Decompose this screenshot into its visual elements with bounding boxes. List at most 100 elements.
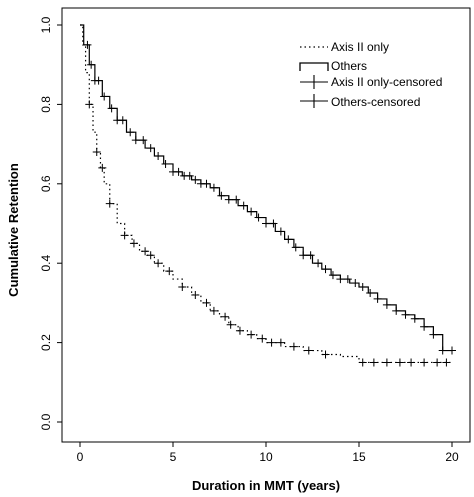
censor-mark-axis-ii-only [98,163,107,172]
x-axis-title: Duration in MMT (years) [192,478,340,493]
censor-mark-axis-ii-only [358,358,367,367]
censor-mark-axis-ii-only [85,100,94,109]
censor-mark-axis-ii-only [235,326,244,335]
censor-mark-axis-ii-only [178,283,187,292]
x-axis: 0 5 10 15 20 [77,442,459,464]
censor-mark-others [343,275,352,284]
censor-mark-axis-ii-only [129,239,138,248]
censor-mark-others [410,314,419,323]
series-layer [80,24,452,364]
censor-mark-others [291,243,300,252]
censor-mark-others [401,310,410,319]
censor-mark-axis-ii-only [276,338,285,347]
censor-mark-others [336,275,345,284]
x-tick-label: 10 [259,450,273,464]
censor-mark-others [131,136,140,145]
censor-mark-others [232,195,241,204]
y-axis-title: Cumulative Retention [6,163,21,297]
censor-mark-others [299,251,308,260]
censor-mark-axis-ii-only [120,231,129,240]
legend-step-others [299,62,329,71]
censor-mark-others [306,251,315,260]
y-tick-label: 0.2 [39,334,53,351]
censor-mark-others [139,136,148,145]
censor-mark-axis-ii-only [442,358,451,367]
x-tick-label: 20 [445,450,459,464]
y-tick-label: 1.0 [39,16,53,33]
censor-mark-others [185,171,194,180]
x-tick-label: 5 [170,450,177,464]
censor-mark-others [217,191,226,200]
censor-mark-others [154,152,163,161]
censor-mark-axis-ii-only [407,358,416,367]
censor-mark-others [276,227,285,236]
censor-mark-others [438,346,447,355]
censor-mark-axis-ii-only [105,199,114,208]
censor-mark-others [191,175,200,184]
censor-mark-others [351,279,360,288]
censor-mark-axis-ii-only [247,330,256,339]
censor-mark-others [118,116,127,125]
censor-mark-others [209,183,218,192]
legend-label-axis-ii-censored: Axis II only-censored [331,75,442,89]
censor-mark-others [239,201,248,210]
censor-mark-others [420,322,429,331]
x-tick-label: 0 [77,450,84,464]
censor-mark-others [392,306,401,315]
censor-mark-others [161,159,170,168]
censor-mark-others [314,259,323,268]
legend: Axis II only Others Axis II only-censore… [299,40,442,109]
censor-mark-others [224,195,233,204]
censor-mark-axis-ii-only [304,346,313,355]
censor-mark-axis-ii-only [221,312,230,321]
y-tick-label: 0.0 [39,413,53,430]
censor-mark-axis-ii-only [226,320,235,329]
censor-mark-axis-ii-only [92,148,101,157]
censor-mark-axis-ii-only [382,358,391,367]
legend-label-others: Others [331,59,367,73]
censor-mark-others [126,128,135,137]
censor-mark-axis-ii-only [154,259,163,268]
censor-mark-others [107,104,116,113]
censor-mark-axis-ii-only [258,334,267,343]
censor-mark-axis-ii-only [433,358,442,367]
censor-mark-others [321,265,330,274]
censor-mark-others [382,300,391,309]
censor-mark-axis-ii-only [202,298,211,307]
censor-mark-axis-ii-only [369,358,378,367]
legend-plus-others-censored [300,94,328,108]
censor-mark-others [202,179,211,188]
censor-mark-axis-ii-only [146,251,155,260]
censor-mark-axis-ii-only [395,358,404,367]
y-axis: 0.0 0.2 0.4 0.6 0.8 1.0 [39,16,62,430]
censor-mark-axis-ii-only [209,306,218,315]
censor-mark-others [87,60,96,69]
censor-mark-others [429,330,438,339]
series-line-axis-ii-only [80,24,452,364]
censor-mark-others [448,346,456,355]
series-line-others [80,24,452,352]
censor-mark-others [328,271,337,280]
censor-marks-layer [83,40,456,367]
censor-mark-others [358,283,367,292]
censor-mark-axis-ii-only [420,358,429,367]
censor-mark-others [100,92,109,101]
censor-mark-others [254,213,263,222]
censor-mark-others [262,219,270,228]
censor-mark-axis-ii-only [289,342,298,351]
censor-mark-axis-ii-only [191,290,200,299]
censor-mark-others [373,294,382,303]
censor-mark-others [247,207,256,216]
y-tick-label: 0.4 [39,255,53,272]
censor-mark-others [174,167,183,176]
y-tick-label: 0.8 [39,96,53,113]
censor-mark-others [269,219,278,228]
censor-mark-axis-ii-only [165,267,174,276]
y-tick-label: 0.6 [39,175,53,192]
censor-mark-axis-ii-only [267,338,276,347]
legend-plus-axis-ii-censored [300,75,328,89]
x-tick-label: 15 [352,450,366,464]
legend-label-others-censored: Others-censored [331,95,420,109]
censor-mark-others [146,144,155,153]
legend-label-axis-ii: Axis II only [331,40,389,54]
